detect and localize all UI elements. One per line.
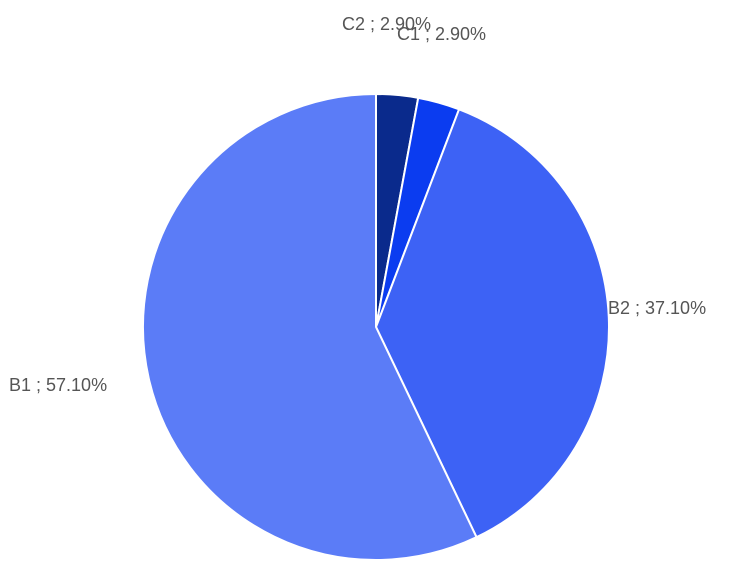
pie-label-b2: B2 ; 37.10%: [608, 298, 706, 318]
pie-label-b1: B1 ; 57.10%: [9, 375, 107, 395]
pie-label-c2: C2 ; 2.90%: [342, 14, 431, 34]
pie-label-c1: C1 ; 2.90%: [397, 24, 486, 44]
pie-slice-b1: [142, 93, 478, 561]
pie-slices: [142, 93, 610, 561]
pie-labels: C2 ; 2.90%C1 ; 2.90% B2 ; 37.10% B1 ; 57.1…: [9, 14, 706, 395]
pie-slice-b2: [375, 108, 610, 539]
